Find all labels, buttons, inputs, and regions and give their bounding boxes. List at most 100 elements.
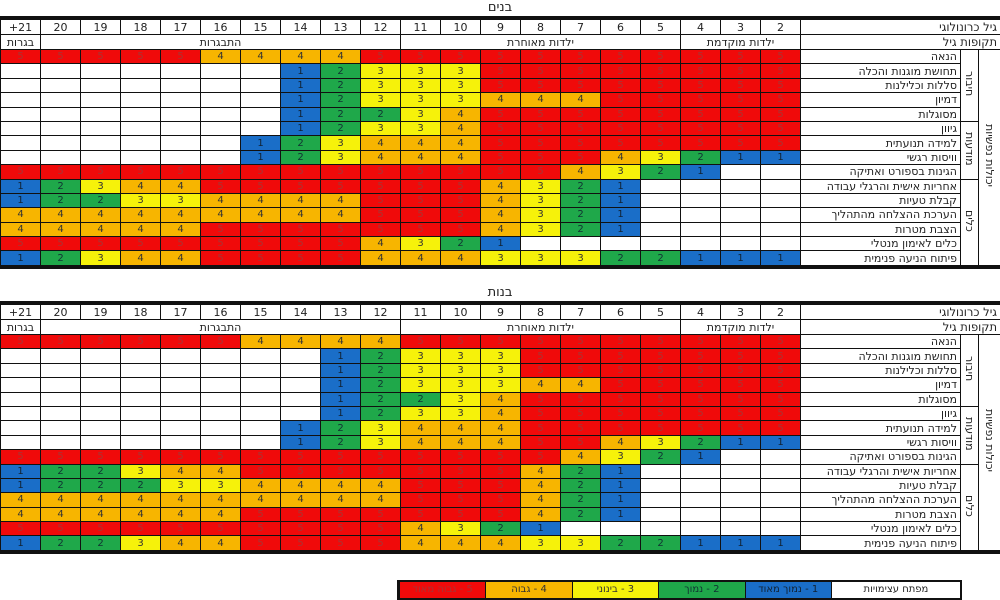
group-label-text: כלים	[963, 495, 976, 517]
intensity-cell: 4	[201, 536, 241, 550]
intensity-cell: 5	[761, 78, 801, 92]
period-header: ילדות מאוחרת	[401, 320, 681, 335]
row-label: הצבת מטרות	[801, 507, 961, 521]
intensity-cell: 5	[561, 435, 601, 449]
empty-cell	[241, 378, 281, 392]
group-label: מודעות	[961, 406, 979, 464]
intensity-cell: 2	[281, 136, 321, 150]
age-header: 13	[321, 20, 361, 35]
intensity-cell: 4	[161, 251, 201, 265]
empty-cell	[201, 93, 241, 107]
intensity-cell: 5	[481, 64, 521, 78]
intensity-cell: 5	[481, 150, 521, 164]
intensity-cell: 5	[521, 349, 561, 363]
intensity-cell: 5	[681, 107, 721, 121]
empty-cell	[81, 78, 121, 92]
empty-cell	[161, 107, 201, 121]
intensity-cell: 1	[281, 78, 321, 92]
intensity-cell: 5	[441, 464, 481, 478]
empty-cell	[201, 136, 241, 150]
empty-cell	[1, 150, 41, 164]
intensity-cell: 3	[401, 237, 441, 251]
intensity-cell: 5	[201, 251, 241, 265]
intensity-cell: 4	[401, 251, 441, 265]
empty-cell	[641, 193, 681, 207]
intensity-cell: 1	[281, 107, 321, 121]
intensity-cell: 5	[241, 464, 281, 478]
intensity-cell: 5	[321, 522, 361, 536]
intensity-cell: 5	[121, 450, 161, 464]
intensity-cell: 1	[321, 378, 361, 392]
intensity-cell: 4	[321, 50, 361, 64]
intensity-cell: 4	[481, 392, 521, 406]
intensity-cell: 3	[441, 93, 481, 107]
intensity-cell: 5	[761, 121, 801, 135]
intensity-cell: 4	[121, 251, 161, 265]
age-header: 2	[761, 20, 801, 35]
intensity-cell: 5	[81, 522, 121, 536]
intensity-cell: 3	[601, 165, 641, 179]
intensity-cell: 5	[441, 179, 481, 193]
empty-cell	[681, 193, 721, 207]
empty-cell	[161, 392, 201, 406]
intensity-cell: 2	[401, 392, 441, 406]
intensity-cell: 5	[361, 464, 401, 478]
intensity-cell: 5	[721, 349, 761, 363]
intensity-cell: 5	[401, 50, 441, 64]
empty-cell	[761, 522, 801, 536]
age-header: 16	[201, 20, 241, 35]
intensity-cell: 5	[601, 378, 641, 392]
intensity-cell: 5	[121, 522, 161, 536]
intensity-cell: 4	[361, 136, 401, 150]
intensity-cell: 3	[161, 478, 201, 492]
empty-cell	[1, 107, 41, 121]
intensity-cell: 1	[681, 251, 721, 265]
intensity-cell: 5	[321, 536, 361, 550]
intensity-cell: 5	[521, 150, 561, 164]
empty-cell	[681, 237, 721, 251]
intensity-cell: 4	[161, 493, 201, 507]
intensity-cell: 2	[561, 222, 601, 236]
age-header: 12	[361, 20, 401, 35]
intensity-cell: 1	[761, 251, 801, 265]
intensity-cell: 5	[401, 450, 441, 464]
row-label: הנאה	[801, 50, 961, 64]
intensity-cell: 1	[321, 349, 361, 363]
empty-cell	[241, 107, 281, 121]
intensity-cell: 4	[201, 493, 241, 507]
intensity-cell: 4	[481, 179, 521, 193]
intensity-cell: 2	[321, 435, 361, 449]
intensity-cell: 4	[281, 493, 321, 507]
intensity-cell: 3	[481, 378, 521, 392]
outer-group-text: יכולות נפשיות	[983, 409, 996, 472]
intensity-cell: 5	[1, 237, 41, 251]
row-label: מסוגלות	[801, 107, 961, 121]
legend-item-5: 5 - גבוה מאוד	[399, 582, 485, 598]
intensity-cell: 5	[521, 50, 561, 64]
intensity-cell: 2	[481, 522, 521, 536]
intensity-cell: 3	[601, 450, 641, 464]
intensity-cell: 2	[121, 478, 161, 492]
intensity-cell: 5	[601, 349, 641, 363]
intensity-cell: 3	[121, 464, 161, 478]
intensity-cell: 5	[281, 222, 321, 236]
intensity-cell: 1	[601, 208, 641, 222]
intensity-cell: 5	[681, 136, 721, 150]
row-label: הערכת ההצלחה מהתהליך	[801, 493, 961, 507]
intensity-cell: 4	[441, 107, 481, 121]
intensity-cell: 1	[281, 421, 321, 435]
empty-cell	[721, 222, 761, 236]
intensity-cell: 5	[481, 335, 521, 349]
intensity-cell: 4	[241, 493, 281, 507]
intensity-cell: 5	[1, 165, 41, 179]
intensity-cell: 5	[561, 406, 601, 420]
intensity-cell: 5	[761, 363, 801, 377]
intensity-cell: 4	[41, 208, 81, 222]
intensity-cell: 5	[761, 93, 801, 107]
intensity-cell: 2	[281, 150, 321, 164]
intensity-cell: 2	[81, 478, 121, 492]
row-label: גיוון	[801, 121, 961, 135]
empty-cell	[641, 493, 681, 507]
